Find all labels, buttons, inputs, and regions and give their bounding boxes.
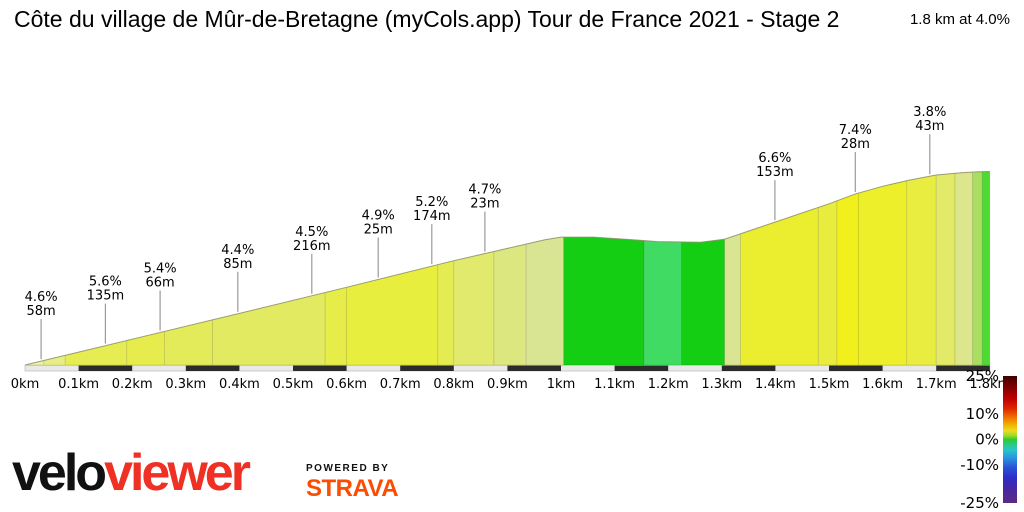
veloviewer-logo[interactable]: veloviewer [12,444,251,502]
page-title: Côte du village de Mûr-de-Bretagne (myCo… [14,6,840,32]
gradient-label-pct: 5.6% [89,275,122,290]
scale-bar-segment [936,365,990,371]
profile-segment [324,286,348,366]
profile-segment [724,233,741,366]
axis-tick-label: 1.3km [701,377,742,392]
profile-top-edge [24,171,990,366]
legend-tick-label: -25% [960,494,999,512]
axis-tick-label: 1.2km [648,377,689,392]
profile-segment [817,200,838,366]
profile-segment [563,236,645,366]
profile-segment [935,172,956,366]
profile-segment [453,250,495,366]
gradient-label-pct: 7.4% [839,123,872,138]
gradient-label-length: 58m [26,304,55,319]
profile-segment [212,291,326,366]
legend-tick-label: 0% [975,431,999,449]
gradient-label-length: 43m [915,119,944,134]
profile-segment [493,243,527,366]
axis-tick-label: 0.3km [165,377,206,392]
gradient-label-pct: 4.6% [25,290,58,305]
profile-segment [681,238,725,366]
profile-segment [954,171,973,366]
strava-wordmark: STRAVA [306,475,399,502]
axis-tick-label: 1.8km [969,377,1010,392]
profile-segment [437,260,455,366]
axis-tick-label: 1.1km [594,377,635,392]
gradient-legend-colorbar [1003,376,1017,503]
profile-segment [126,330,165,366]
powered-by-label: POWERED BY [306,463,390,474]
profile-segment [643,240,682,366]
gradient-label-length: 135m [87,289,124,304]
gradient-label-length: 153m [756,165,793,180]
legend-tick-label: -10% [960,456,999,474]
profile-segment [525,236,565,366]
axis-tick-label: 1km [547,377,575,392]
gradient-label-pct: 4.7% [468,183,501,198]
axis-tick-label: 0.4km [219,377,260,392]
axis-tick-label: 1.7km [916,377,957,392]
axis-tick-label: 0.5km [273,377,314,392]
profile-segment [163,319,214,366]
profile-segment [981,171,991,366]
gradient-label-pct: 4.5% [295,225,328,240]
gradient-label-length: 85m [223,257,252,272]
axis-tick-label: 0.8km [433,377,474,392]
scale-bar-segment [721,365,776,371]
legend-tick-label: 25% [966,367,999,385]
profile-segment [972,171,983,366]
gradient-label-length: 25m [364,223,393,238]
gradient-label-length: 66m [145,276,174,291]
climb-summary: 1.8 km at 4.0% [909,11,1010,28]
gradient-legend-labels: 25% 10% 0% -10% -25% [960,367,999,512]
scale-bar-segment [293,365,347,371]
profile-segment [836,192,859,366]
profile-segment [346,264,439,366]
veloviewer-logo-viewer: viewer [104,444,251,502]
axis-tick-label: 1.4km [755,377,796,392]
gradient-label-pct: 6.6% [758,151,791,166]
gradient-labels: 4.6%58m 5.6%135m 5.4%66m 4.4%85m 4.5%216m 4.9… [25,105,946,360]
gradient-label-length: 174m [413,209,450,224]
axis-tick-label: 0.7km [380,377,421,392]
strava-logo[interactable]: POWERED BY STRAVA [306,463,399,503]
legend-tick-label: 10% [966,405,999,423]
profile-segment [858,180,908,366]
scale-bar-segment [185,365,240,371]
gradient-label-pct: 4.4% [221,243,254,258]
axis-tick-label: 0km [11,377,39,392]
axis-tick-label: 1.6km [862,377,903,392]
profile-segment [906,174,937,366]
scale-bar-segment [829,365,883,371]
x-axis-labels: 0km 0.1km 0.2km 0.3km 0.4km 0.5km 0.6km 0.7km 0.… [11,377,1010,392]
gradient-label-length: 28m [841,137,870,152]
veloviewer-logo-velo: velo [12,444,107,502]
axis-tick-label: 1.5km [809,377,850,392]
gradient-label-pct: 5.4% [144,262,177,277]
gradient-label-pct: 5.2% [415,195,448,210]
gradient-label-length: 23m [470,197,499,212]
gradient-label-pct: 4.9% [362,209,395,224]
scale-bar-segment [400,365,454,371]
scale-bar-segment [507,365,561,371]
axis-tick-label: 0.2km [112,377,153,392]
profile-segment [740,206,819,366]
gradient-label-length: 216m [293,239,330,254]
gradient-label-pct: 3.8% [913,105,946,120]
axis-tick-label: 0.1km [58,377,99,392]
scale-bar-segment [614,365,669,371]
axis-tick-label: 0.9km [487,377,528,392]
profile-segments [24,171,991,366]
axis-tick-label: 0.6km [326,377,367,392]
distance-scale-bar [24,365,991,372]
scale-bar-segment [78,365,133,371]
